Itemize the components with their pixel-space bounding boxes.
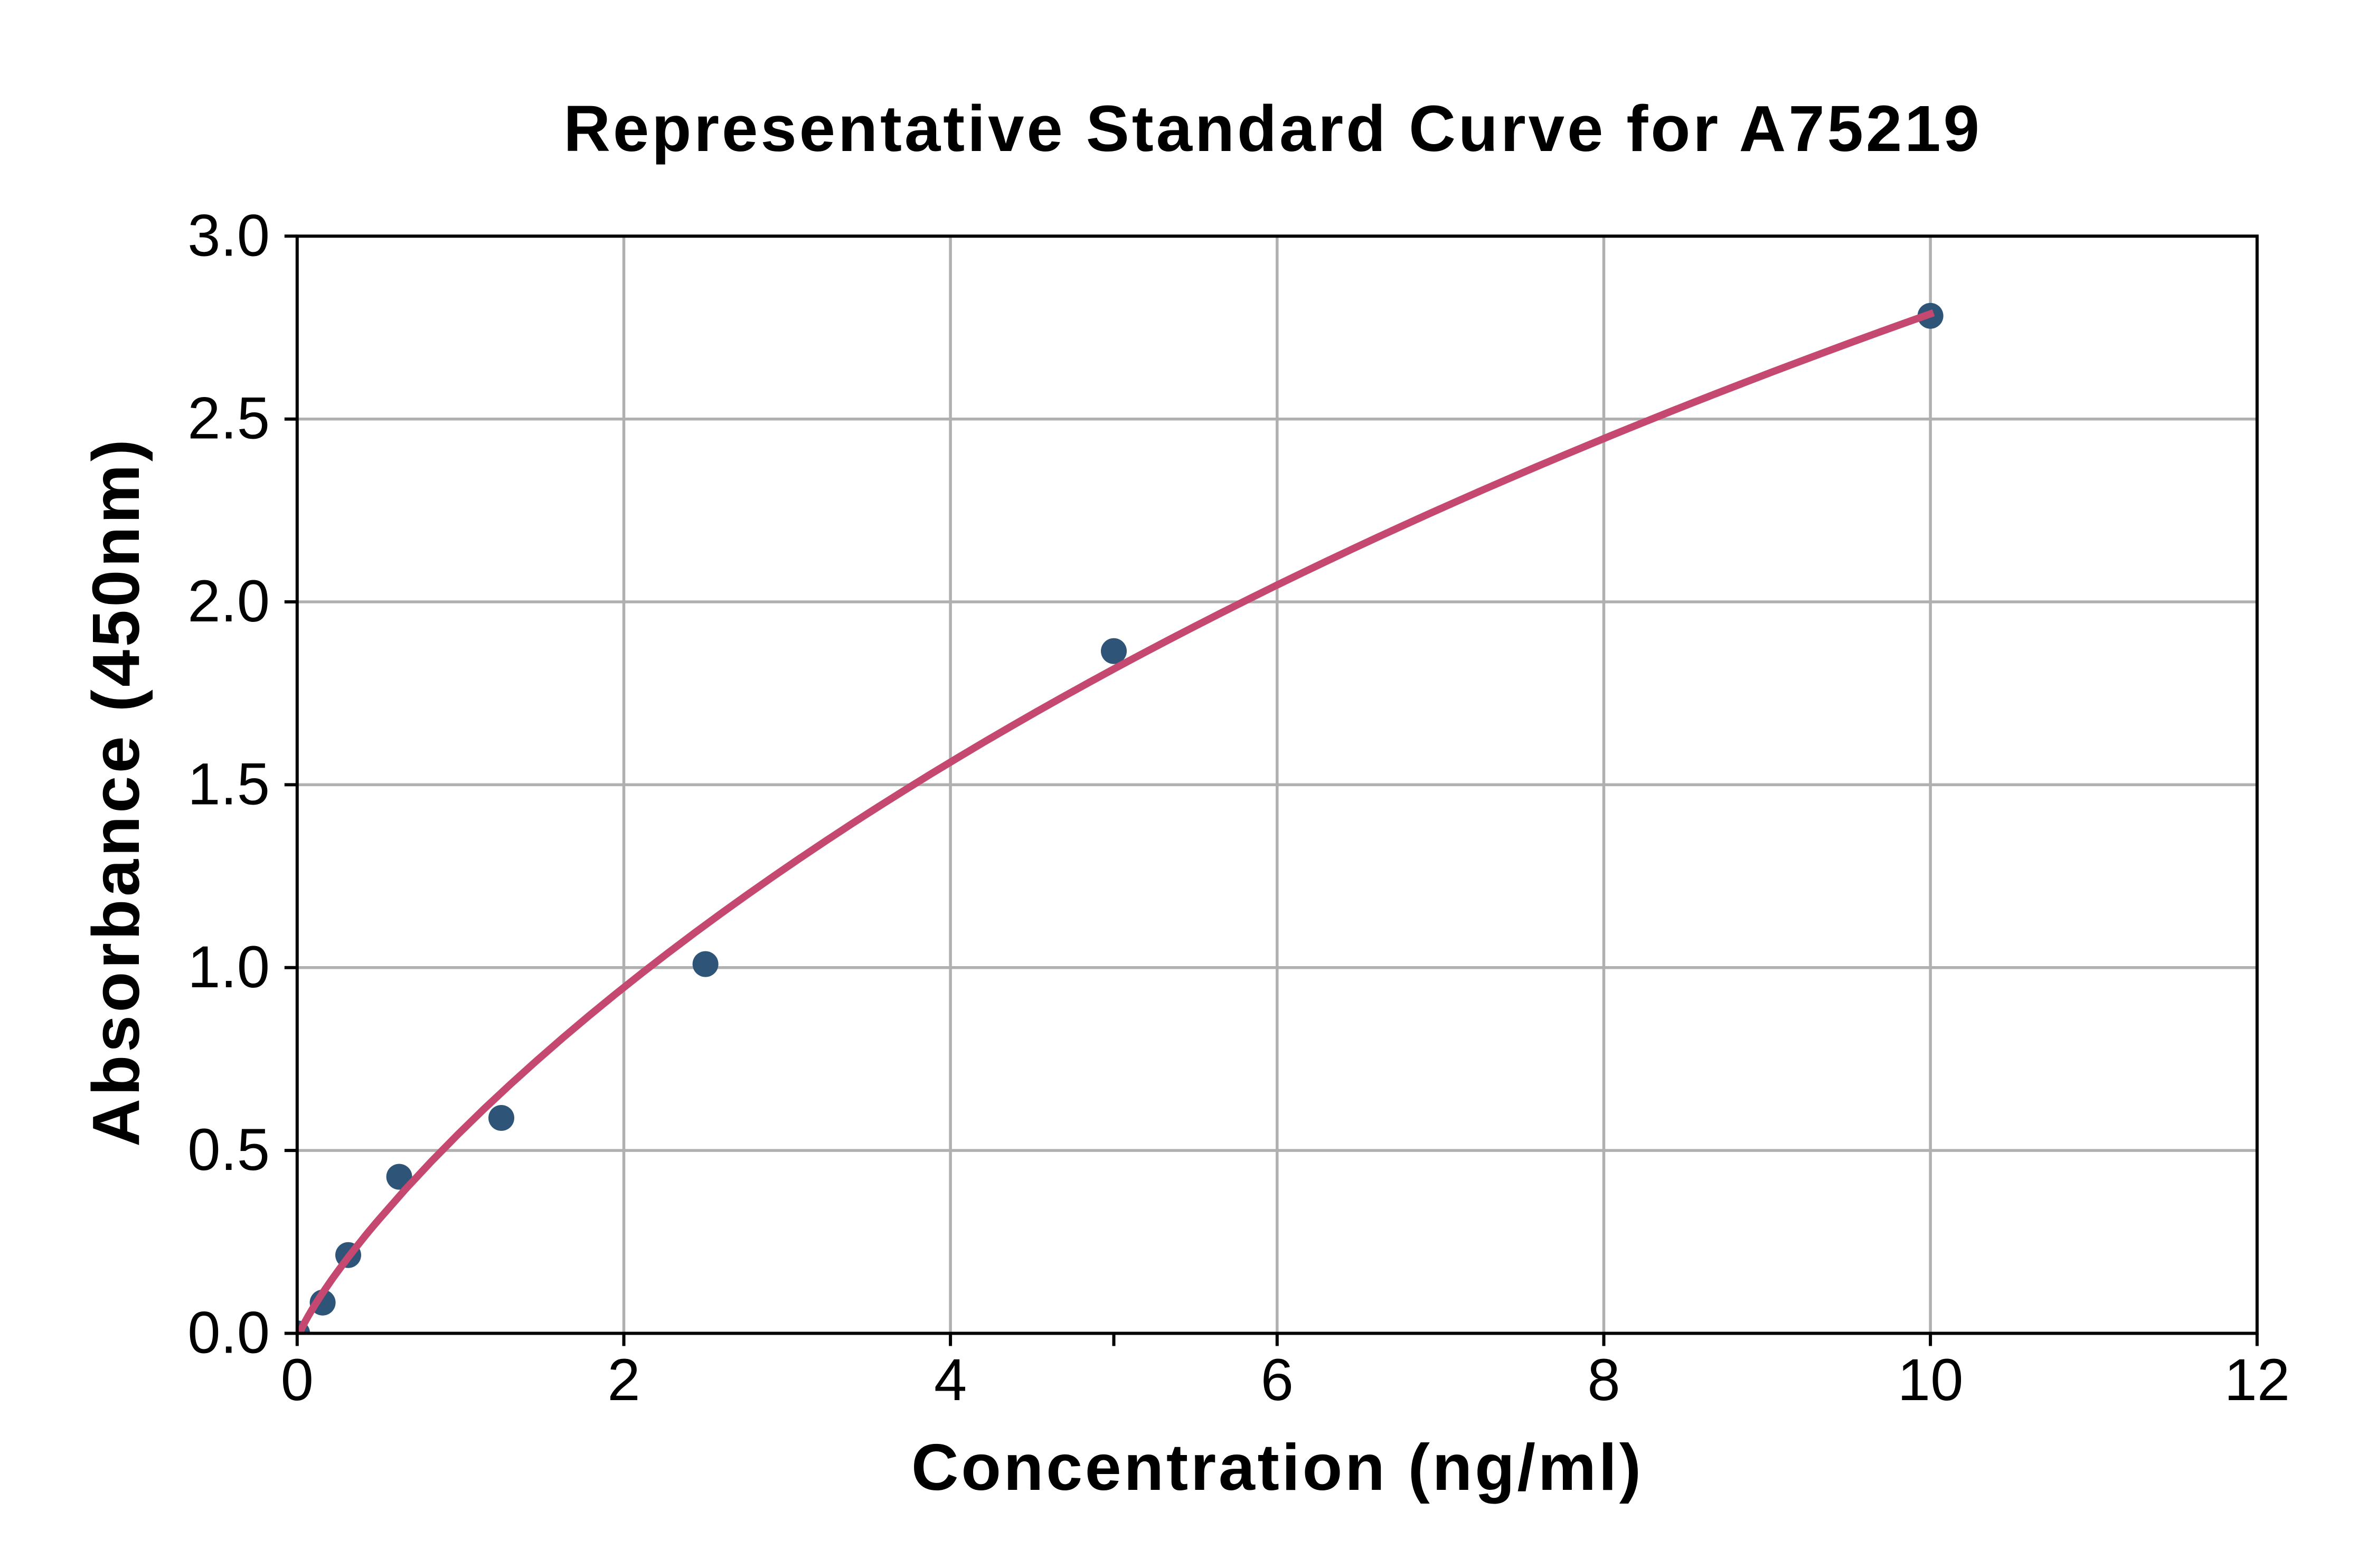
svg-text:10: 10: [1898, 1347, 1964, 1413]
svg-text:0.5: 0.5: [187, 1117, 270, 1183]
svg-text:6: 6: [1261, 1347, 1294, 1413]
svg-text:0: 0: [281, 1347, 314, 1413]
svg-text:12: 12: [2224, 1347, 2290, 1413]
svg-text:3.0: 3.0: [187, 202, 270, 268]
svg-text:0.0: 0.0: [187, 1300, 270, 1366]
svg-text:Representative Standard Curve: Representative Standard Curve for A75219: [563, 93, 1982, 165]
svg-text:1.5: 1.5: [187, 751, 270, 817]
svg-text:1.0: 1.0: [187, 934, 270, 1000]
svg-text:2.0: 2.0: [187, 568, 270, 634]
svg-text:4: 4: [934, 1347, 967, 1413]
svg-text:Concentration (ng/ml): Concentration (ng/ml): [911, 1431, 1644, 1504]
svg-text:8: 8: [1587, 1347, 1620, 1413]
svg-text:2.5: 2.5: [187, 385, 270, 451]
svg-text:Absorbance (450nm): Absorbance (450nm): [79, 437, 153, 1147]
svg-text:2: 2: [607, 1347, 640, 1413]
